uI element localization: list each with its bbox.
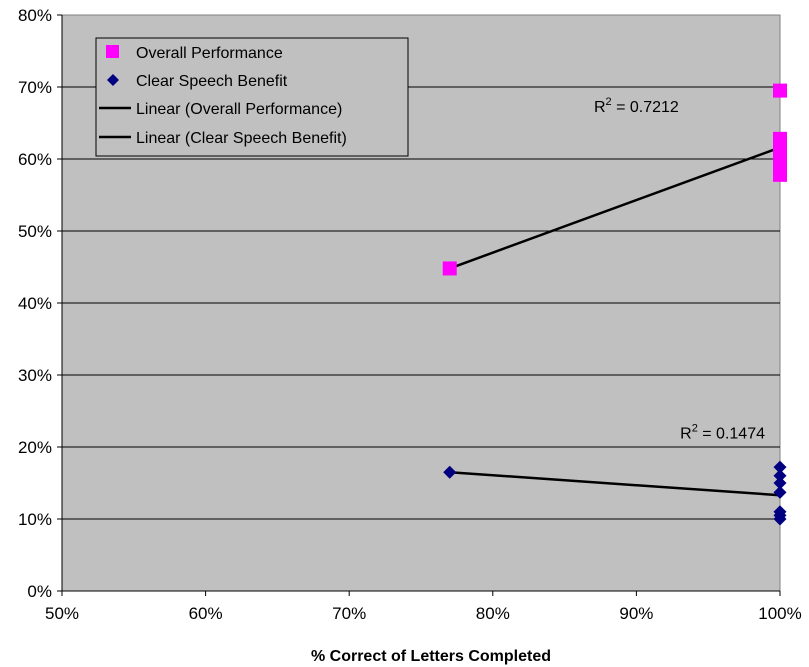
- legend-label-overall: Overall Performance: [136, 45, 283, 62]
- legend-marker-clear: [107, 74, 119, 86]
- y-tick-label: 60%: [18, 150, 52, 169]
- x-tick-label: 80%: [476, 604, 510, 623]
- y-tick-label: 70%: [18, 78, 52, 97]
- x-tick-label: 60%: [189, 604, 223, 623]
- y-tick-label: 0%: [27, 582, 52, 601]
- legend-label-clear-trend: Linear (Clear Speech Benefit): [136, 130, 347, 147]
- trendline-overall: [449, 146, 781, 270]
- legend: Overall Performance Clear Speech Benefit…: [95, 37, 409, 157]
- point-overall-performance: [773, 167, 787, 182]
- x-tick-label: 70%: [332, 604, 366, 623]
- x-tick-label: 100%: [758, 604, 801, 623]
- point-clear-speech-benefit: [773, 476, 787, 490]
- annotation-r2-overall: R2 = 0.7212: [594, 96, 679, 116]
- trendlines: [449, 146, 781, 497]
- point-clear-speech-benefit: [773, 469, 787, 483]
- point-overall-performance: [442, 261, 457, 276]
- legend-label-overall-trend: Linear (Overall Performance): [136, 101, 342, 118]
- trendline-clear: [449, 470, 781, 497]
- point-clear-speech-benefit: [773, 485, 787, 499]
- point-clear-speech-benefit: [773, 512, 787, 526]
- y-tick-label: 50%: [18, 222, 52, 241]
- y-tick-label: 30%: [18, 366, 52, 385]
- legend-box: [95, 37, 409, 157]
- gridlines: [62, 86, 780, 520]
- point-clear-speech-benefit: [443, 465, 457, 479]
- point-clear-speech-benefit: [773, 460, 787, 474]
- legend-label-clear: Clear Speech Benefit: [136, 73, 288, 90]
- legend-marker-overall: [106, 45, 119, 58]
- point-overall-performance: [773, 83, 787, 98]
- x-axis-label: % Correct of Letters Completed: [311, 648, 551, 665]
- x-tick-label: 90%: [619, 604, 653, 623]
- annotation-r2-clear: R2 = 0.1474: [680, 422, 765, 442]
- y-tick-label: 40%: [18, 294, 52, 313]
- x-tick-label: 50%: [45, 604, 79, 623]
- y-tick-label: 80%: [18, 6, 52, 25]
- axes: 0% 10% 20% 30% 40% 50% 60% 70% 80% 50% 60% 70% 80% 90…: [18, 6, 802, 623]
- y-tick-label: 10%: [18, 510, 52, 529]
- data-points: [442, 83, 787, 526]
- annotations: R2 = 0.7212 R2 = 0.1474: [594, 96, 765, 442]
- y-tick-label: 20%: [18, 438, 52, 457]
